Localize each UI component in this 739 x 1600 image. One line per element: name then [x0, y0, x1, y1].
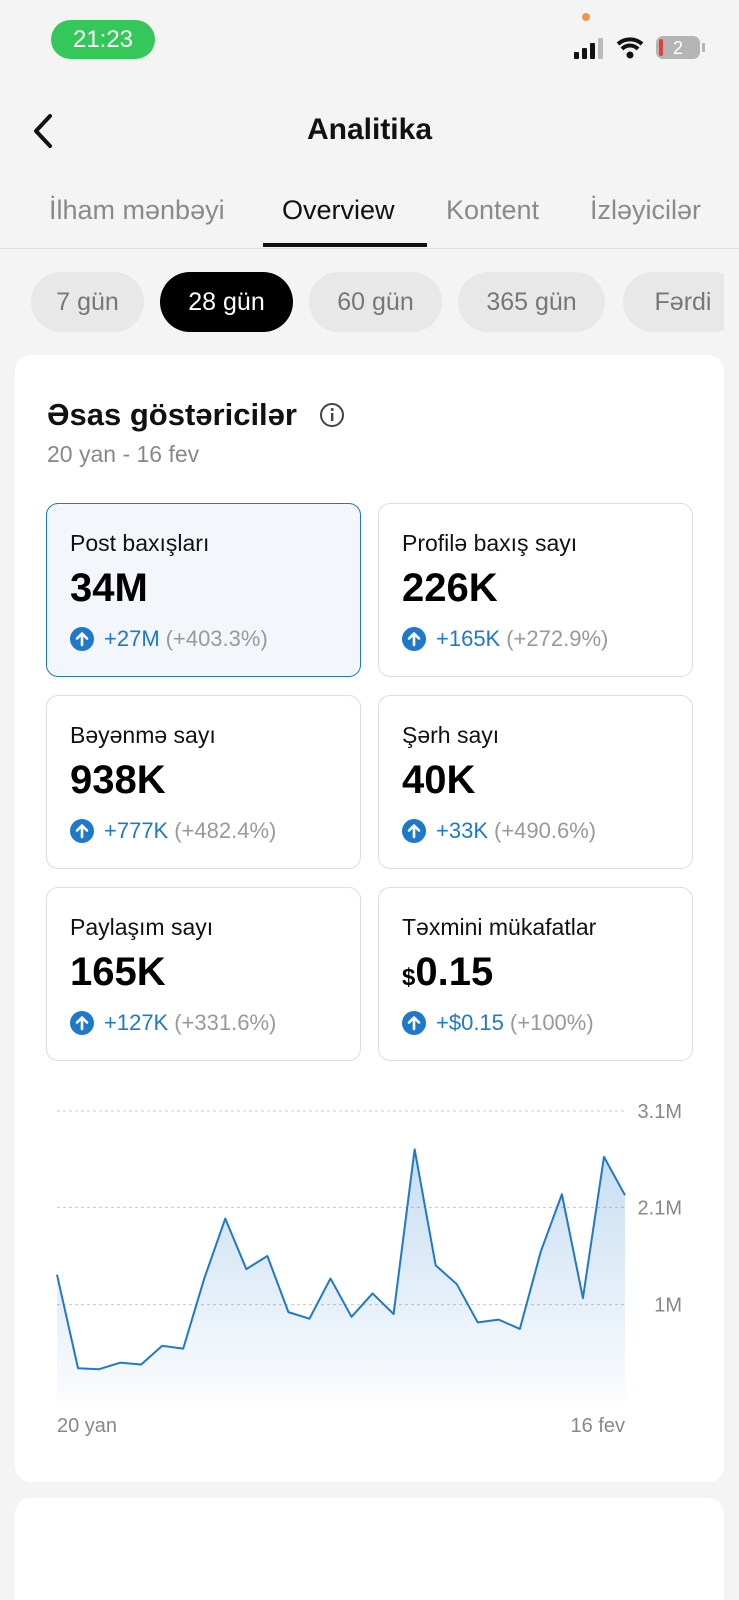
metric-change-value: +27M	[104, 626, 160, 651]
status-time: 21:23	[51, 20, 155, 59]
metric-number: 40K	[402, 758, 476, 802]
metric-change-value: +165K	[436, 626, 501, 651]
x-tick-label: 16 fev	[571, 1415, 625, 1437]
status-icons: 2	[574, 13, 705, 59]
metric-card[interactable]: Şərh sayı 40K +33K (+490.6%)	[378, 695, 693, 869]
up-arrow-icon	[402, 1011, 426, 1035]
metric-label: Paylaşım sayı	[70, 914, 214, 940]
metric-change: +165K (+272.9%)	[402, 626, 608, 652]
period-button[interactable]: 60 gün	[309, 272, 442, 332]
metric-card[interactable]: Bəyənmə sayı 938K +777K (+482.4%)	[46, 695, 361, 869]
y-tick-label: 2.1M	[638, 1197, 682, 1219]
up-arrow-icon	[70, 1011, 94, 1035]
metric-number: 165K	[70, 950, 166, 994]
tab[interactable]: Kontent	[446, 195, 540, 225]
metric-number: 226K	[402, 566, 498, 610]
next-card	[15, 1498, 724, 1600]
y-tick-label: 3.1M	[638, 1101, 682, 1123]
metric-change: +33K (+490.6%)	[402, 818, 596, 844]
period-button[interactable]: 365 gün	[458, 272, 605, 332]
tab[interactable]: İlham mənbəyi	[49, 195, 225, 225]
metric-card[interactable]: Təxmini mükafatlar $0.15 +$0.15 (+100%)	[378, 887, 693, 1061]
metric-change: +27M (+403.3%)	[70, 626, 268, 652]
metric-number: 938K	[70, 758, 166, 802]
x-tick-label: 20 yan	[57, 1415, 117, 1437]
metric-change-percent: (+403.3%)	[165, 626, 268, 651]
metric-change-value: +777K	[104, 818, 169, 843]
metric-change: +127K (+331.6%)	[70, 1010, 276, 1036]
metric-value: 34M	[70, 566, 148, 611]
date-range: 20 yan - 16 fev	[47, 441, 200, 467]
period-bar: 7 gün 28 gün 60 gün 365 gün Fərdi	[0, 0, 724, 340]
metric-label: Şərh sayı	[402, 722, 500, 748]
metric-value: 165K	[70, 950, 166, 995]
metric-change-percent: (+100%)	[509, 1010, 594, 1035]
info-icon[interactable]	[318, 401, 346, 429]
chart: 1M 2.1M 3.1M 20 yan 16 fev	[56, 1101, 682, 1437]
metric-label: Profilə baxış sayı	[402, 530, 578, 556]
y-tick-label: 1M	[654, 1295, 682, 1317]
up-arrow-icon	[402, 627, 426, 651]
divider	[0, 248, 739, 249]
metric-value: 226K	[402, 566, 498, 611]
period-button[interactable]: Fərdi	[623, 272, 724, 332]
metric-change-percent: (+490.6%)	[494, 818, 597, 843]
metric-number: 34M	[70, 566, 148, 610]
metric-card[interactable]: Profilə baxış sayı 226K +165K (+272.9%)	[378, 503, 693, 677]
tab[interactable]: İzləyicilər	[590, 195, 702, 225]
metric-currency: $	[402, 964, 416, 991]
back-button[interactable]	[28, 112, 58, 152]
metric-card[interactable]: Post baxışları 34M +27M (+403.3%)	[46, 503, 361, 677]
metric-value: 40K	[402, 758, 475, 803]
period-button[interactable]: 28 gün	[160, 272, 293, 332]
metric-label: Post baxışları	[70, 530, 210, 556]
tab-indicator	[263, 243, 427, 247]
metric-change-value: +$0.15	[436, 1010, 504, 1035]
page-title: Analitika	[306, 113, 433, 146]
up-arrow-icon	[402, 819, 426, 843]
metric-label: Bəyənmə sayı	[70, 722, 216, 748]
metric-change: +$0.15 (+100%)	[402, 1010, 594, 1036]
metric-change-percent: (+482.4%)	[174, 818, 277, 843]
up-arrow-icon	[70, 627, 94, 651]
tab[interactable]: Overview	[282, 195, 395, 225]
metric-change-value: +127K	[104, 1010, 169, 1035]
metric-value: $0.15	[402, 950, 493, 995]
battery-level: 2	[673, 38, 683, 58]
metric-label: Təxmini mükafatlar	[402, 914, 597, 940]
line	[56, 1148, 626, 1371]
metric-change-percent: (+272.9%)	[506, 626, 609, 651]
metric-change-percent: (+331.6%)	[174, 1010, 277, 1035]
section-title: Əsas göstəricilər	[47, 397, 297, 432]
metric-number: 0.15	[415, 950, 494, 994]
up-arrow-icon	[70, 819, 94, 843]
period-button[interactable]: 7 gün	[31, 272, 144, 332]
metric-change: +777K (+482.4%)	[70, 818, 276, 844]
area	[57, 1149, 625, 1401]
metric-value: 938K	[70, 758, 166, 803]
metric-card[interactable]: Paylaşım sayı 165K +127K (+331.6%)	[46, 887, 361, 1061]
metric-change-value: +33K	[436, 818, 488, 843]
